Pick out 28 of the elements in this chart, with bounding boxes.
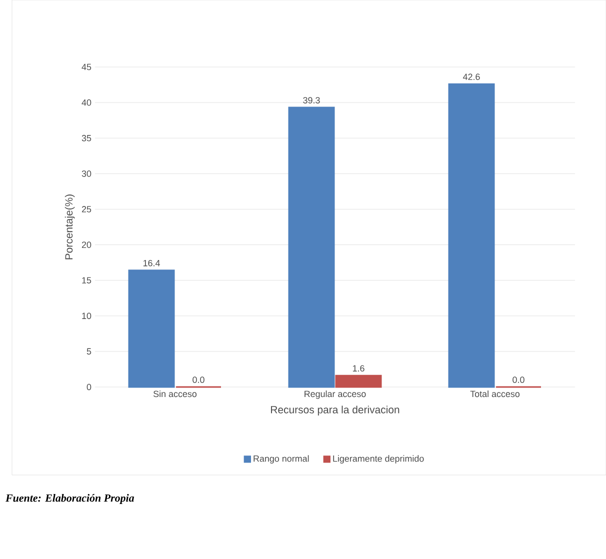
data-label: 0.0: [192, 376, 204, 383]
bar: [448, 83, 495, 388]
bar: [128, 270, 175, 388]
y-tick-label: 5: [86, 348, 92, 355]
y-tick-label: 20: [82, 242, 92, 248]
legend-label: Ligeramente deprimido: [333, 455, 424, 464]
x-tick-label: Regular acceso: [304, 390, 366, 399]
y-axis-title: Porcentaje(%): [64, 194, 75, 260]
y-tick-label: 25: [82, 206, 92, 212]
bar: [335, 374, 382, 388]
y-tick-label: 0: [86, 384, 92, 390]
data-label: 16.4: [143, 260, 160, 266]
data-label: 42.6: [462, 74, 480, 80]
source-note: Fuente: Elaboración Propia: [6, 494, 134, 504]
data-label: 1.6: [352, 365, 364, 372]
data-label: 39.3: [303, 97, 320, 104]
y-tick-label: 40: [82, 99, 92, 106]
bar: [288, 106, 335, 388]
y-tick-label: 30: [82, 170, 92, 177]
x-tick-label: Total acceso: [470, 390, 520, 398]
y-tick-label: 10: [82, 312, 92, 320]
x-axis-title: Recursos para la derivacion: [271, 406, 400, 416]
y-tick-label: 35: [82, 134, 92, 142]
x-tick-label: Sin acceso: [153, 390, 197, 398]
y-tick-label: 15: [82, 277, 92, 284]
y-tick-label: 45: [82, 64, 92, 70]
data-label: 0.0: [512, 376, 524, 383]
legend-label: Rango normal: [254, 455, 309, 464]
